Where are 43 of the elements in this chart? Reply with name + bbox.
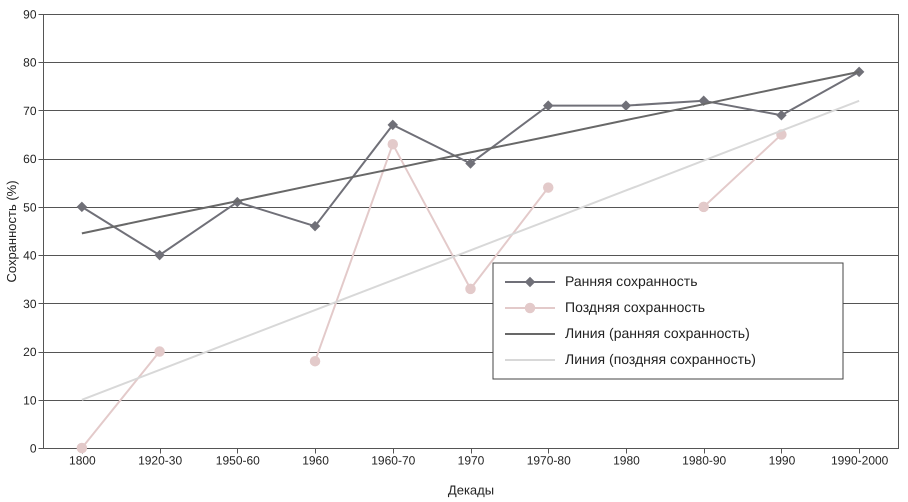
line-series — [80, 100, 860, 401]
point — [76, 442, 88, 454]
y-tick-label: 30 — [23, 296, 37, 311]
point — [388, 120, 398, 130]
point — [154, 250, 165, 260]
point — [76, 202, 88, 212]
x-tick-label: 1920-30 — [138, 454, 182, 468]
legend-label: Линия (поздняя сохранность) — [565, 351, 756, 367]
point — [776, 110, 787, 121]
x-tick-label: 1960-70 — [371, 454, 416, 468]
x-axis-title: Декады — [448, 482, 494, 498]
y-tick-label: 60 — [23, 152, 37, 166]
x-tick-label: 1980-90 — [682, 454, 727, 468]
point — [310, 220, 320, 232]
legend-label: Поздняя сохранность — [565, 299, 706, 315]
x-tick-label: 1960 — [302, 454, 330, 468]
point — [465, 284, 476, 294]
point — [542, 182, 554, 193]
point — [542, 100, 554, 111]
y-tick-label: 40 — [23, 248, 37, 263]
point — [388, 138, 398, 150]
x-tick-label: 1990 — [768, 454, 796, 468]
y-tick-label: 0 — [30, 442, 37, 456]
point — [310, 356, 320, 366]
x-tick-label: 1970-80 — [526, 454, 572, 468]
legend-label: Ранняя сохранность — [565, 273, 698, 289]
y-tick-label: 50 — [23, 200, 37, 214]
point — [698, 202, 709, 212]
x-tick-label: 1980 — [613, 454, 640, 468]
y-axis-title: Сохранность (%) — [4, 180, 20, 283]
x-tick-label: 1970 — [458, 454, 485, 468]
legend-label: Линия (ранняя сохранность) — [565, 325, 750, 341]
point — [154, 346, 165, 357]
y-tick-label: 70 — [23, 104, 37, 118]
x-tick-label: 1990-2000 — [830, 454, 889, 468]
x-tick-label: 1950-60 — [216, 454, 260, 468]
point — [620, 100, 632, 111]
x-tick-label: 1800 — [69, 454, 96, 468]
point — [465, 158, 476, 169]
y-tick-label: 90 — [23, 8, 37, 22]
y-tick-label: 80 — [23, 56, 37, 70]
y-tick-label: 20 — [23, 345, 37, 360]
y-tick-label: 10 — [23, 393, 37, 408]
